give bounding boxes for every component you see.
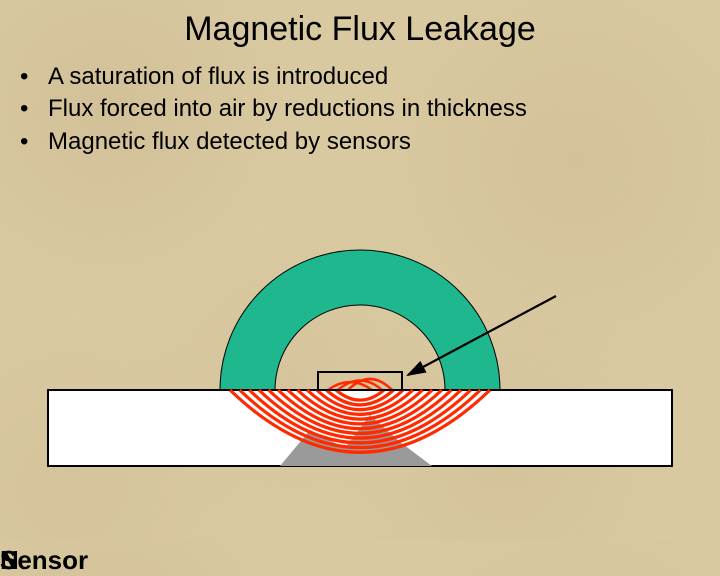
south-label: S [0, 545, 17, 576]
list-item: • A saturation of flux is introduced [20, 61, 720, 93]
page-title: Magnetic Flux Leakage [0, 0, 720, 49]
bullet-dot: • [20, 61, 48, 93]
bullet-text: Flux forced into air by reductions in th… [48, 93, 527, 125]
list-item: • Flux forced into air by reductions in … [20, 93, 720, 125]
bullet-dot: • [20, 93, 48, 125]
mfl-diagram: Sensor N S [0, 190, 720, 540]
diagram-svg [0, 190, 720, 540]
bullet-text: Magnetic flux detected by sensors [48, 126, 411, 158]
bullet-text: A saturation of flux is introduced [48, 61, 388, 93]
bullet-list: • A saturation of flux is introduced • F… [20, 61, 720, 158]
list-item: • Magnetic flux detected by sensors [20, 126, 720, 158]
bullet-dot: • [20, 126, 48, 158]
